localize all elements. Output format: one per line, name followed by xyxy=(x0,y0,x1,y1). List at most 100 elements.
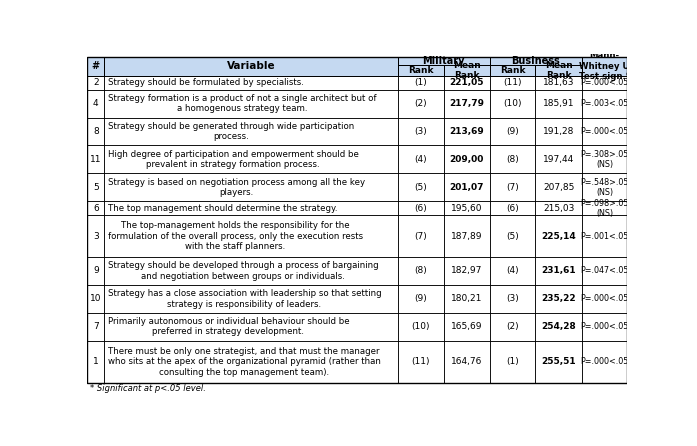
Bar xyxy=(489,65,535,76)
Text: Strategy should be formulated by specialists.: Strategy should be formulated by special… xyxy=(107,78,303,87)
Text: 5: 5 xyxy=(93,183,99,192)
Text: (10): (10) xyxy=(411,322,430,331)
Text: (6): (6) xyxy=(506,204,519,213)
Bar xyxy=(444,118,489,145)
Bar xyxy=(87,215,105,257)
Bar xyxy=(535,285,582,313)
Text: P=.308>.05
(NS): P=.308>.05 (NS) xyxy=(581,150,629,169)
Text: (1): (1) xyxy=(414,78,427,87)
Text: P=.000<.05: P=.000<.05 xyxy=(581,294,629,303)
Text: Mean
Rank: Mean Rank xyxy=(453,61,480,80)
Bar xyxy=(535,145,582,173)
Text: Strategy should be generated through wide participation
process.: Strategy should be generated through wid… xyxy=(107,122,354,141)
Bar xyxy=(398,65,444,76)
Text: 209,00: 209,00 xyxy=(450,155,484,164)
Text: #: # xyxy=(92,62,100,71)
Bar xyxy=(582,313,627,341)
Bar xyxy=(398,76,444,90)
Bar xyxy=(398,341,444,383)
Bar xyxy=(105,90,398,118)
Bar xyxy=(582,341,627,383)
Text: 8: 8 xyxy=(93,127,99,136)
Bar xyxy=(398,90,444,118)
Bar xyxy=(398,145,444,173)
Bar xyxy=(87,257,627,285)
Bar xyxy=(535,257,582,285)
Bar xyxy=(582,285,627,313)
Bar xyxy=(444,76,489,90)
Bar xyxy=(489,57,582,65)
Bar xyxy=(105,257,398,285)
Bar xyxy=(535,341,582,383)
Text: 221,05: 221,05 xyxy=(450,78,484,87)
Text: * Significant at p<.05 level.: * Significant at p<.05 level. xyxy=(90,384,206,393)
Bar xyxy=(444,145,489,173)
Text: The top management should determine the strategy.: The top management should determine the … xyxy=(107,204,337,213)
Bar xyxy=(398,118,444,145)
Bar xyxy=(582,90,627,118)
Text: Strategy is based on negotiation process among all the key
players.: Strategy is based on negotiation process… xyxy=(107,178,365,197)
Text: 10: 10 xyxy=(90,294,102,303)
Bar xyxy=(444,90,489,118)
Bar xyxy=(105,341,398,383)
Text: High degree of participation and empowerment should be
prevalent in strategy for: High degree of participation and empower… xyxy=(107,150,358,169)
Text: (7): (7) xyxy=(506,183,519,192)
Text: (10): (10) xyxy=(503,99,522,108)
Text: (3): (3) xyxy=(506,294,519,303)
Bar xyxy=(87,76,627,90)
Text: 3: 3 xyxy=(93,231,99,240)
Text: (4): (4) xyxy=(415,155,427,164)
Text: 11: 11 xyxy=(90,155,102,164)
Text: P=.000<.05: P=.000<.05 xyxy=(581,357,629,366)
Text: 1: 1 xyxy=(93,357,99,366)
Text: 207,85: 207,85 xyxy=(543,183,574,192)
Bar xyxy=(105,118,398,145)
Bar xyxy=(398,257,444,285)
Bar xyxy=(398,285,444,313)
Bar xyxy=(535,201,582,215)
Bar xyxy=(87,173,105,201)
Text: (3): (3) xyxy=(414,127,427,136)
Text: Military: Military xyxy=(422,56,465,66)
Bar xyxy=(489,215,535,257)
Text: P=.001<.05: P=.001<.05 xyxy=(581,231,629,240)
Bar xyxy=(535,65,582,76)
Text: Rank: Rank xyxy=(500,66,526,75)
Bar xyxy=(582,201,627,215)
Text: 231,61: 231,61 xyxy=(542,266,576,276)
Text: 235,22: 235,22 xyxy=(542,294,576,303)
Bar xyxy=(582,76,627,90)
Bar xyxy=(87,57,105,76)
Text: 191,28: 191,28 xyxy=(543,127,574,136)
Text: 180,21: 180,21 xyxy=(451,294,482,303)
Text: 215,03: 215,03 xyxy=(543,204,574,213)
Text: Rank: Rank xyxy=(408,66,434,75)
Bar xyxy=(489,118,535,145)
Bar xyxy=(535,313,582,341)
Text: 164,76: 164,76 xyxy=(451,357,482,366)
Text: 9: 9 xyxy=(93,266,99,276)
Bar xyxy=(105,313,398,341)
Text: 6: 6 xyxy=(93,204,99,213)
Bar xyxy=(87,201,105,215)
Bar xyxy=(535,90,582,118)
Text: P=.000<.05: P=.000<.05 xyxy=(581,127,629,136)
Text: Primarily autonomous or individual behaviour should be
preferred in strategy dev: Primarily autonomous or individual behav… xyxy=(107,317,349,336)
Bar xyxy=(489,145,535,173)
Text: 185,91: 185,91 xyxy=(543,99,574,108)
Bar xyxy=(398,173,444,201)
Text: (5): (5) xyxy=(506,231,519,240)
Text: (1): (1) xyxy=(506,357,519,366)
Text: There must be only one strategist, and that must the manager
who sits at the ape: There must be only one strategist, and t… xyxy=(107,347,381,376)
Bar xyxy=(87,118,627,145)
Bar xyxy=(489,201,535,215)
Text: 197,44: 197,44 xyxy=(543,155,574,164)
Text: (8): (8) xyxy=(414,266,427,276)
Bar xyxy=(444,341,489,383)
Text: 2: 2 xyxy=(93,78,98,87)
Bar xyxy=(582,215,627,257)
Text: The top-management holds the responsibility for the
formulation of the overall p: The top-management holds the responsibil… xyxy=(107,221,362,251)
Text: (9): (9) xyxy=(414,294,427,303)
Bar xyxy=(489,173,535,201)
Bar xyxy=(489,90,535,118)
